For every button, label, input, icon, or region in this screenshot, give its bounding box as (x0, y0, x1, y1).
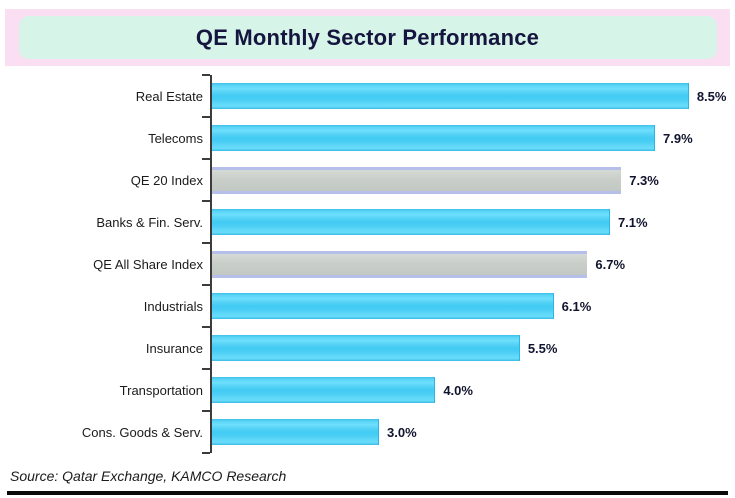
bar (210, 125, 656, 151)
value-label: 5.5% (527, 340, 558, 356)
title-box: QE Monthly Sector Performance (18, 16, 717, 59)
chart-row: Cons. Goods & Serv. 3.0% (0, 410, 735, 453)
bar (210, 377, 436, 403)
value-label: 7.1% (617, 214, 648, 230)
chart-row: QE All Share Index 6.7% (0, 242, 735, 285)
bar-plot-cell: 8.5% (202, 74, 726, 117)
value-label: 6.7% (595, 256, 626, 272)
category-label: QE All Share Index (93, 256, 203, 272)
category-label: QE 20 Index (130, 172, 203, 188)
chart-row: Transportation 4.0% (0, 368, 735, 411)
bar-plot-cell: 7.1% (202, 200, 717, 243)
category-label: Insurance (145, 340, 203, 356)
chart-row: Banks & Fin. Serv. 7.1% (0, 200, 735, 243)
bar-plot-cell: 6.1% (202, 284, 717, 327)
bar (210, 209, 610, 235)
value-label: 7.9% (663, 130, 693, 146)
bar-plot-cell: 5.5% (202, 326, 717, 369)
category-label: Industrials (143, 298, 203, 314)
bar-plot-cell: 6.7% (202, 242, 717, 285)
chart-row: Telecoms 7.9% (0, 116, 735, 159)
value-label: 7.3% (629, 172, 659, 188)
bar-plot-cell: 7.3% (202, 158, 717, 201)
bar (210, 335, 520, 361)
source-text: Source: Qatar Exchange, KAMCO Research (10, 468, 287, 484)
category-label: Telecoms (148, 130, 203, 146)
bar-plot-cell: 4.0% (202, 368, 717, 411)
title-banner: QE Monthly Sector Performance (5, 9, 730, 66)
bar (210, 83, 689, 109)
bar (210, 166, 622, 194)
chart-rows: Real Estate 8.5% Telecoms 7.9% QE 20 Ind… (0, 74, 735, 454)
value-label: 4.0% (443, 382, 473, 398)
chart-row: Insurance 5.5% (0, 326, 735, 369)
value-label: 3.0% (387, 424, 417, 440)
bar-plot-cell: 7.9% (202, 116, 717, 159)
category-label: Cons. Goods & Serv. (81, 424, 203, 440)
chart-row: Industrials 6.1% (0, 284, 735, 327)
bar (210, 293, 554, 319)
bar (210, 250, 588, 278)
value-label: 8.5% (696, 88, 727, 104)
category-label: Transportation (119, 382, 203, 398)
chart-row: Real Estate 8.5% (0, 74, 735, 117)
category-label: Banks & Fin. Serv. (96, 214, 203, 230)
bottom-border-line (7, 491, 728, 495)
value-label: 6.1% (561, 298, 592, 314)
bar-plot-cell: 3.0% (202, 410, 717, 453)
chart-row: QE 20 Index 7.3% (0, 158, 735, 201)
bar (210, 419, 379, 445)
category-label: Real Estate (135, 88, 203, 104)
chart-title: QE Monthly Sector Performance (195, 24, 540, 50)
